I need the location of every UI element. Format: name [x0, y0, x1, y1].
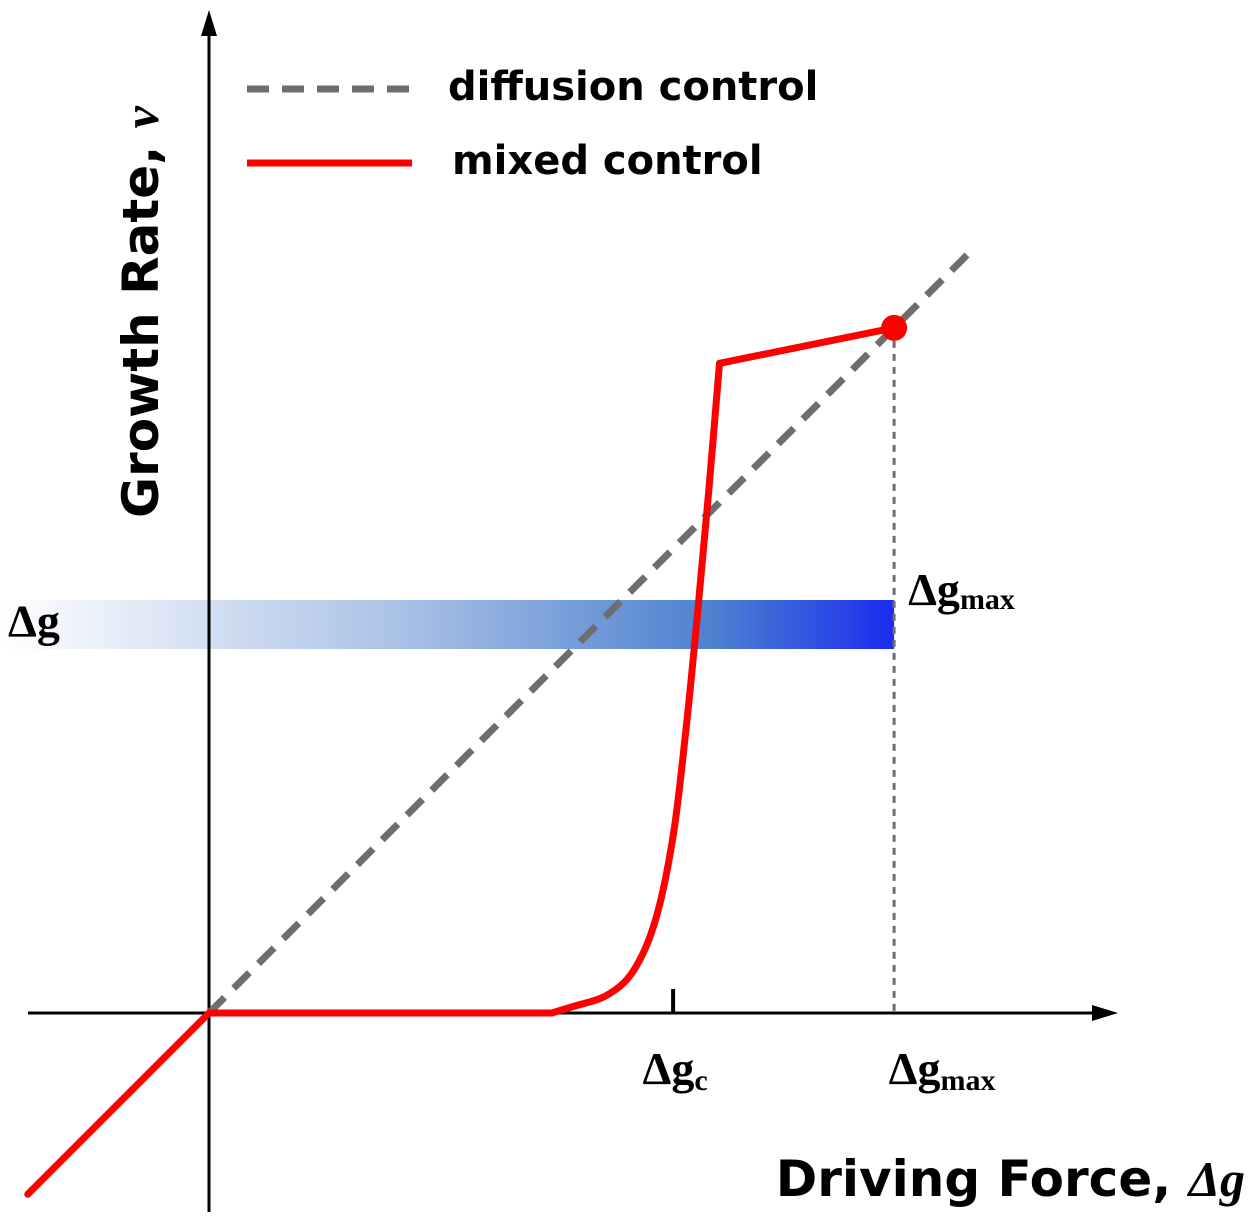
y-axis-title-text: Growth Rate, [112, 128, 170, 518]
legend: diffusion control mixed control [247, 64, 818, 184]
band-right-label-main: Δg [908, 564, 960, 615]
legend-label-mixed-control: mixed control [452, 138, 763, 184]
band-right-label: Δgmax [908, 564, 1015, 616]
x-tick-label-delta-g-max-sub: max [941, 1064, 996, 1097]
x-tick-label-delta-g-c: Δgc [643, 1043, 708, 1097]
x-axis-title-symbol: Δg [1187, 1151, 1245, 1207]
band-left-label: Δg [8, 596, 60, 647]
x-axis-title: Driving Force, Δg [776, 1150, 1245, 1208]
mixed-control-end-point [881, 314, 908, 341]
delta-g-band [0, 600, 895, 649]
legend-label-diffusion-control: diffusion control [448, 64, 818, 110]
x-tick-label-delta-g-c-main: Δg [643, 1043, 695, 1094]
x-axis-arrow [1092, 1005, 1118, 1021]
diffusion-control-line [206, 248, 974, 1016]
y-axis-title: Growth Rate, v [112, 105, 170, 518]
x-axis-title-text: Driving Force, [776, 1150, 1189, 1208]
y-axis-title-symbol: v [113, 105, 169, 128]
x-tick-label-delta-g-c-sub: c [694, 1064, 707, 1097]
mixed-control-line [24, 324, 898, 1198]
x-tick-label-delta-g-max-main: Δg [889, 1043, 941, 1094]
y-axis-arrow [201, 10, 217, 36]
x-tick-label-delta-g-max: Δgmax [889, 1043, 996, 1097]
band-right-label-sub: max [960, 583, 1015, 616]
